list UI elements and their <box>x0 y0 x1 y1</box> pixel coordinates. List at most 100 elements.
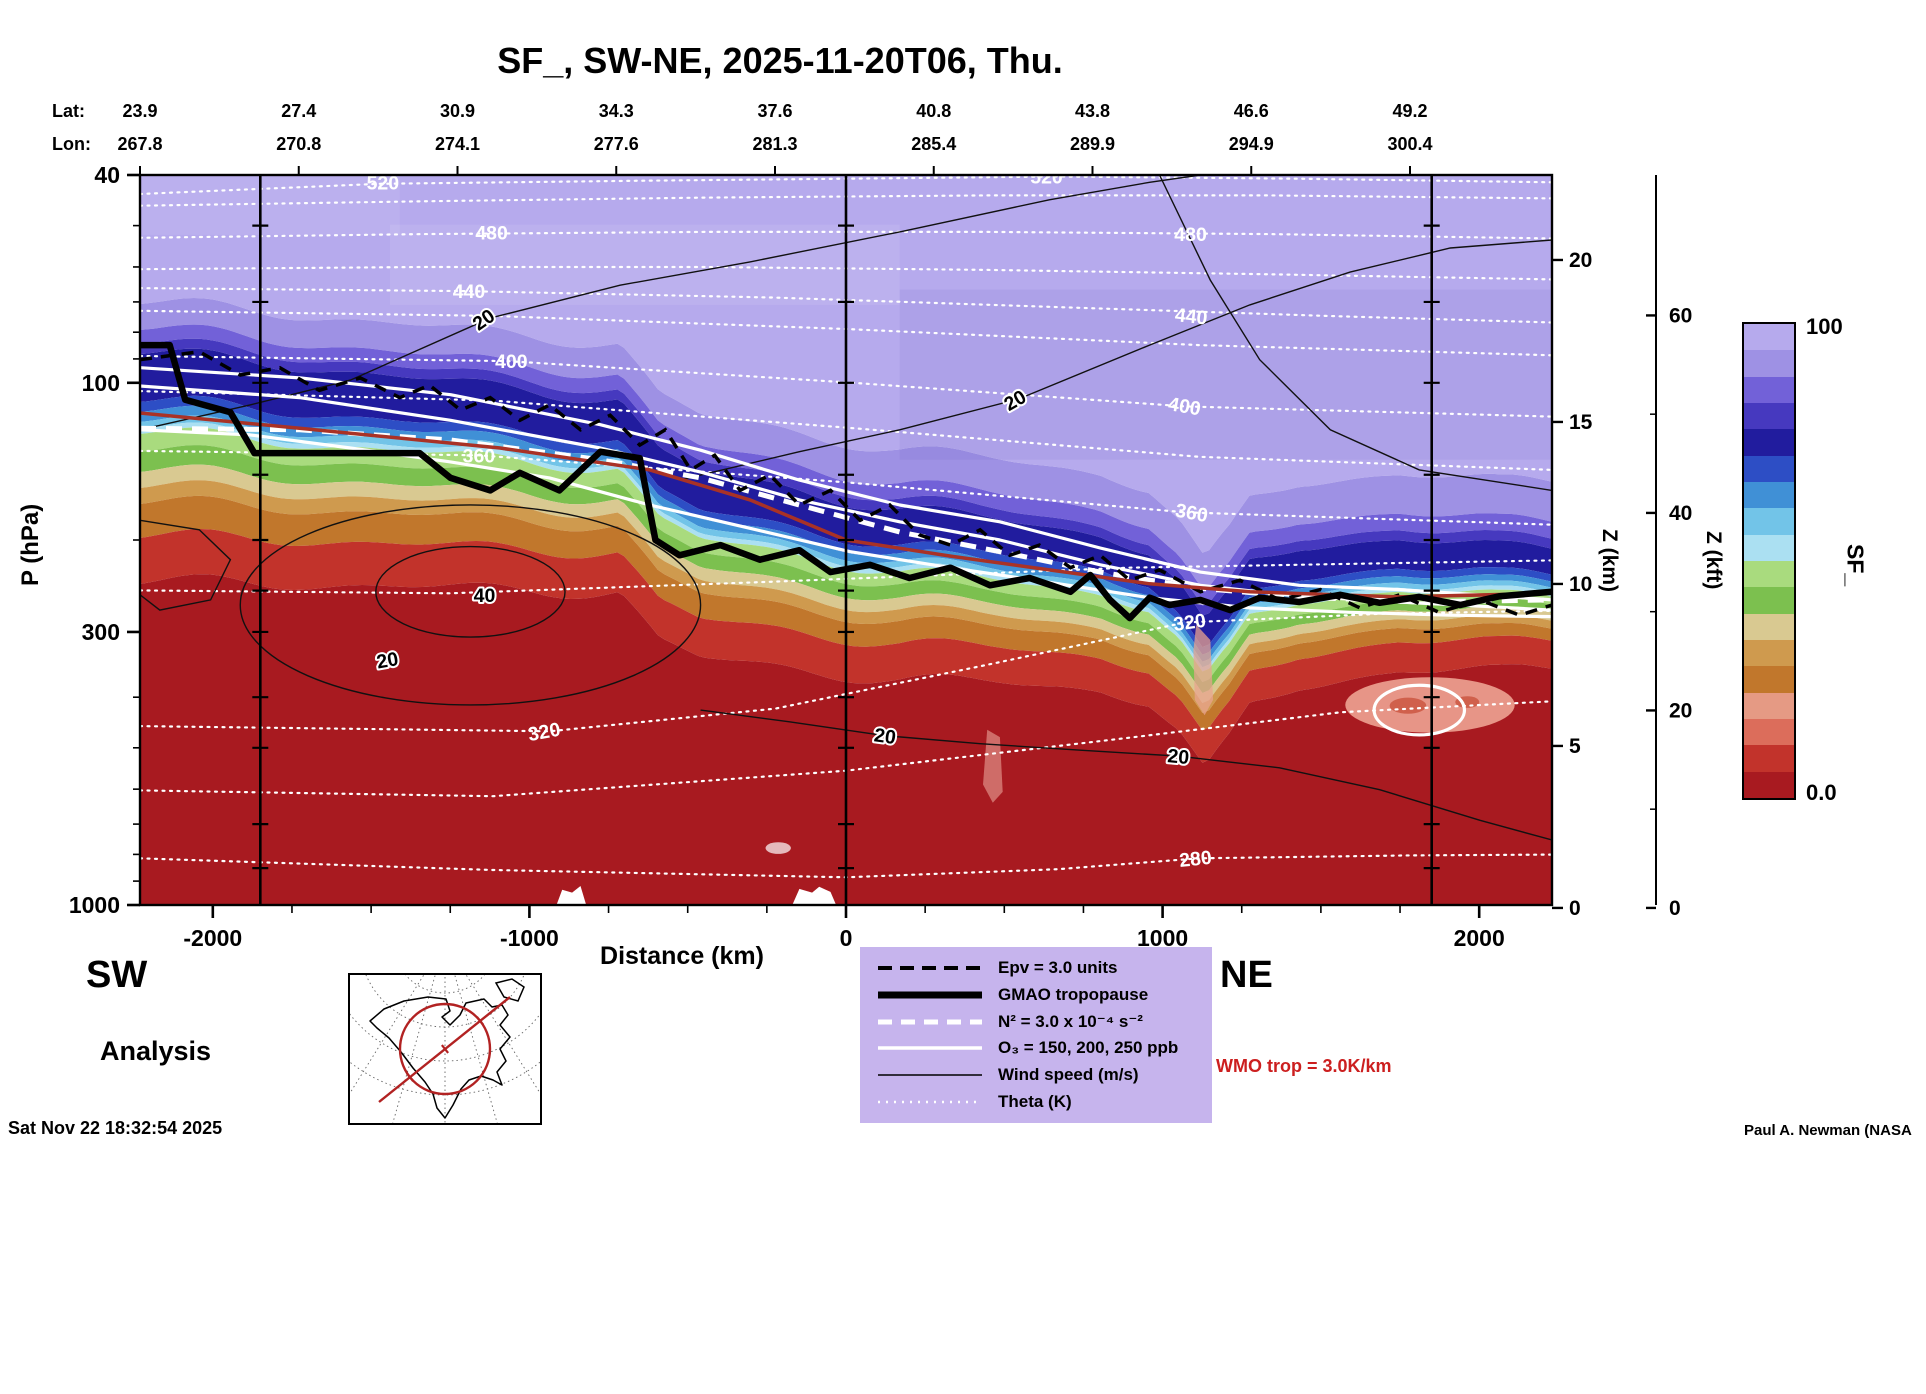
continent-outline <box>369 996 511 1119</box>
lat-value: 43.8 <box>1074 101 1111 121</box>
lat-value: 40.8 <box>916 101 952 121</box>
map-inset <box>290 786 600 1171</box>
colorbar-max-label: 100 <box>1806 314 1843 339</box>
page-title: SF_, SW-NE, 2025-11-20T06, Thu. <box>497 40 1063 81</box>
z-kft-tick-label: 40 <box>1669 502 1692 525</box>
theta-280 <box>140 853 1552 879</box>
z-km-tick-label: 0 <box>1569 897 1581 920</box>
corner-label-ne: NE <box>1220 954 1273 996</box>
svg-text:40: 40 <box>474 585 496 607</box>
wmo-tropopause-line <box>140 411 1552 599</box>
legend-row: Wind speed (m/s) <box>874 1062 1198 1088</box>
colorbar-title: SF_ <box>1842 543 1869 587</box>
legend-label: Epv = 3.0 units <box>998 958 1118 978</box>
x-tick-label: 0 <box>840 925 853 951</box>
legend-row: Epv = 3.0 units <box>874 955 1198 981</box>
wind-contours <box>140 175 1552 841</box>
z-km-tick-label: 10 <box>1569 573 1592 596</box>
z-km-tick-label: 20 <box>1569 249 1592 272</box>
z-kft-tick-label: 20 <box>1669 699 1692 722</box>
legend-label: Theta (K) <box>998 1091 1072 1111</box>
z-kft-tick-label: 0 <box>1669 897 1681 920</box>
x-tick-label: 1000 <box>1137 925 1188 951</box>
lat-values-row: 23.9 27.4 30.9 34.3 37.6 40.8 43.8 46.6 49.2 <box>0 101 1600 123</box>
x-tick-label: -2000 <box>183 925 242 951</box>
lat-value: 49.2 <box>1392 101 1428 121</box>
legend-box: Epv = 3.0 units GMAO tropopause N² = 3.0 x… <box>860 947 1212 1123</box>
lon-value: 289.9 <box>1069 134 1116 154</box>
legend-line-sample <box>878 1074 982 1076</box>
legend-label: GMAO tropopause <box>998 984 1149 1004</box>
legend-row: N² = 3.0 x 10⁻⁴ s⁻² <box>874 1009 1198 1035</box>
svg-text:520: 520 <box>1030 166 1063 188</box>
svg-text:480: 480 <box>475 223 508 245</box>
lon-value: 294.9 <box>1228 134 1274 154</box>
y-tick-label: 300 <box>82 619 120 645</box>
y-tick-label: 1000 <box>69 892 120 918</box>
lon-value: 300.4 <box>1387 134 1433 154</box>
legend-label: Wind speed (m/s) <box>998 1064 1139 1084</box>
gmao-tropopause-line <box>140 341 1552 622</box>
lat-value: 30.9 <box>439 101 476 121</box>
svg-text:280: 280 <box>1178 847 1213 872</box>
section-tick <box>405 1072 414 1082</box>
lon-value: 285.4 <box>911 134 957 154</box>
svg-text:480: 480 <box>1174 224 1207 246</box>
x-tick-label: -1000 <box>500 925 559 951</box>
section-tick <box>441 1044 449 1054</box>
z-kft-tick-label: 60 <box>1669 304 1692 327</box>
svg-text:520: 520 <box>367 172 400 194</box>
svg-text:320: 320 <box>1172 610 1207 636</box>
colorbar-min-label: 0.0 <box>1806 780 1837 805</box>
svg-text:440: 440 <box>453 281 486 303</box>
x-axis-title: Distance (km) <box>600 942 764 970</box>
section-tick <box>476 1016 485 1026</box>
corner-label-sw: SW <box>86 954 148 996</box>
y-tick-label: 40 <box>94 162 120 188</box>
section-circle <box>398 1002 492 1096</box>
lon-value: 267.8 <box>117 134 163 154</box>
z-km-tick-label: 5 <box>1569 735 1581 758</box>
legend-label: N² = 3.0 x 10⁻⁴ s⁻² <box>998 1011 1143 1031</box>
svg-text:20: 20 <box>873 724 898 749</box>
lat-value: 46.6 <box>1233 101 1269 121</box>
greenland-outline <box>494 978 525 1002</box>
lon-value: 277.6 <box>593 134 639 154</box>
x-tick-label: 2000 <box>1454 925 1505 951</box>
lat-value: 23.9 <box>122 101 158 121</box>
svg-text:440: 440 <box>1174 304 1209 329</box>
svg-text:360: 360 <box>463 445 496 467</box>
y-axis-title: P (hPa) <box>17 503 44 587</box>
section-markers <box>252 175 1440 905</box>
n2-contour <box>140 425 1552 605</box>
lat-row-label: Lat: <box>52 101 85 121</box>
lon-value: 270.8 <box>276 134 322 154</box>
z-kft-axis-title: Z (kft) <box>1702 530 1725 590</box>
axis-ticks: 40 100 300 1000 -2000 -1000 0 1000 2000 0 5 10 15 20 0… <box>69 162 1693 951</box>
legend-row: Theta (K) <box>874 1089 1198 1115</box>
timestamp: Sat Nov 22 18:32:54 2025 <box>8 1118 223 1138</box>
z-km-axis-title: Z (km) <box>1598 528 1621 592</box>
legend-label: O₃ = 150, 200, 250 ppb <box>998 1038 1179 1058</box>
lat-value: 37.6 <box>757 101 793 121</box>
wmo-note: WMO trop = 3.0K/km <box>1216 1056 1392 1076</box>
legend-line-sample <box>878 991 982 999</box>
legend-line-sample <box>878 1019 982 1025</box>
legend-line-sample <box>878 966 982 971</box>
legend-line-sample <box>878 1046 982 1051</box>
svg-text:20: 20 <box>375 648 400 673</box>
colorbar-gradient <box>1744 324 1794 798</box>
lon-value: 274.1 <box>434 134 481 154</box>
svg-text:20: 20 <box>1167 745 1191 769</box>
lon-row-label: Lon: <box>52 134 91 154</box>
lat-value: 27.4 <box>281 101 317 121</box>
svg-text:400: 400 <box>495 351 528 373</box>
legend-line-sample <box>878 1100 982 1103</box>
analysis-label: Analysis <box>100 1036 212 1066</box>
lon-value: 281.3 <box>752 134 798 154</box>
theta-440 <box>140 287 1552 324</box>
y-tick-label: 100 <box>82 370 120 396</box>
z-km-tick-label: 15 <box>1569 411 1593 434</box>
